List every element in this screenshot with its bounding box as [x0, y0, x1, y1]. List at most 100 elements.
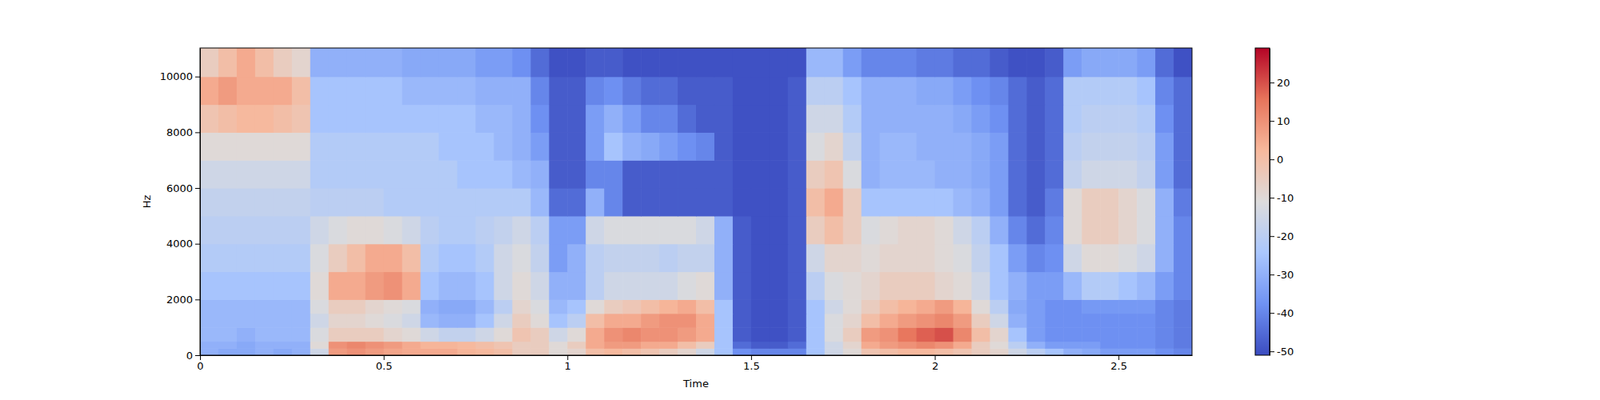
heatmap-cell [402, 327, 422, 342]
heatmap-cell [622, 348, 642, 356]
heatmap-cell [530, 76, 550, 105]
heatmap-cell [475, 272, 495, 300]
heatmap-cell [255, 76, 275, 105]
heatmap-cell [310, 348, 330, 356]
heatmap-cell [604, 327, 624, 342]
tick-mark [1269, 82, 1275, 84]
heatmap-cell [659, 299, 679, 314]
heatmap-cell [420, 188, 440, 216]
heatmap-cell [420, 244, 440, 272]
heatmap-cell [898, 299, 918, 314]
heatmap-cell [567, 327, 587, 342]
heatmap-cell [806, 132, 826, 160]
heatmap-cell [732, 216, 752, 244]
heatmap-cell [898, 327, 918, 342]
heatmap-cell [456, 160, 476, 188]
heatmap-cell [732, 244, 752, 272]
heatmap-cell [273, 272, 293, 300]
heatmap-cell [952, 299, 972, 314]
heatmap-cell [1008, 48, 1028, 77]
heatmap-cell [292, 299, 312, 314]
heatmap-cell [530, 188, 550, 216]
heatmap-cell [1136, 299, 1156, 314]
heatmap-cell [273, 299, 293, 314]
heatmap-cell [475, 299, 495, 314]
heatmap-cell [456, 313, 476, 328]
heatmap-cell [1081, 341, 1101, 349]
heatmap-cell [512, 341, 532, 349]
heatmap-cell [1026, 313, 1046, 328]
heatmap-cell [365, 160, 385, 188]
heatmap-cell [402, 244, 422, 272]
tick-mark [195, 188, 200, 189]
heatmap-cell [200, 299, 220, 314]
heatmap-cell [567, 244, 587, 272]
heatmap-cell [585, 348, 605, 356]
heatmap-cell [1063, 160, 1083, 188]
heatmap-cell [1008, 160, 1028, 188]
heatmap-cell [824, 244, 844, 272]
heatmap-cell [347, 216, 367, 244]
heatmap-cell [1063, 272, 1083, 300]
heatmap-cell [493, 188, 513, 216]
tick-label: 2 [932, 360, 939, 372]
heatmap-cell [898, 188, 918, 216]
heatmap-cell [420, 160, 440, 188]
heatmap-cell [292, 244, 312, 272]
heatmap-cell [384, 313, 404, 328]
heatmap-cell [402, 104, 422, 133]
heatmap-cell [475, 348, 495, 356]
heatmap-cell [1118, 313, 1138, 328]
heatmap-cell [1063, 216, 1083, 244]
heatmap-cell [677, 327, 697, 342]
heatmap-cell [530, 160, 550, 188]
heatmap-cell [935, 341, 955, 349]
heatmap-cell [788, 327, 808, 342]
heatmap-cell [1136, 341, 1156, 349]
heatmap-cell [218, 244, 238, 272]
heatmap-cell [328, 48, 348, 77]
heatmap-cell [567, 313, 587, 328]
heatmap-cell [585, 244, 605, 272]
heatmap-cell [567, 348, 587, 356]
heatmap-cell [1026, 341, 1046, 349]
heatmap-cell [952, 132, 972, 160]
heatmap-cell [989, 216, 1009, 244]
heatmap-cell [935, 313, 955, 328]
heatmap-cell [696, 48, 716, 77]
heatmap-cell [1136, 216, 1156, 244]
heatmap-cell [1008, 341, 1028, 349]
heatmap-cell [493, 313, 513, 328]
heatmap-cell [935, 188, 955, 216]
heatmap-cell [310, 327, 330, 342]
heatmap-cell [439, 299, 459, 314]
heatmap-cell [824, 76, 844, 105]
heatmap-cell [512, 132, 532, 160]
heatmap-cell [255, 160, 275, 188]
tick: 0 [196, 355, 204, 372]
heatmap-cell [1118, 327, 1138, 342]
heatmap-cell [255, 299, 275, 314]
heatmap-cell [989, 48, 1009, 77]
heatmap-cell [384, 272, 404, 300]
heatmap-cell [585, 216, 605, 244]
heatmap-cell [255, 313, 275, 328]
heatmap-cell [218, 160, 238, 188]
heatmap-cell [824, 216, 844, 244]
heatmap-cell [640, 188, 660, 216]
heatmap-cell [880, 104, 900, 133]
tick: 0.5 [376, 355, 393, 372]
heatmap-cell [402, 272, 422, 300]
heatmap-cell [677, 299, 697, 314]
heatmap-cell [1044, 244, 1064, 272]
heatmap-cell [1063, 76, 1083, 105]
heatmap-cell [1136, 188, 1156, 216]
heatmap-cell [751, 348, 771, 356]
heatmap-cell [696, 76, 716, 105]
heatmap-cell [585, 188, 605, 216]
tick: 10000 [160, 70, 200, 83]
heatmap-cell [696, 244, 716, 272]
heatmap-cell [622, 76, 642, 105]
heatmap-cell [200, 348, 220, 356]
heatmap-cell [916, 348, 936, 356]
